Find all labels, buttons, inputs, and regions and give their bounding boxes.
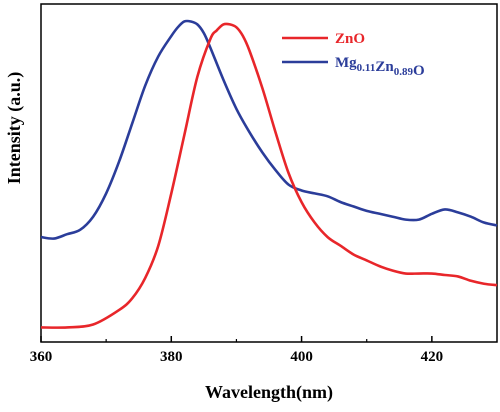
x-tick-label: 420 [421, 349, 444, 365]
series-lines [40, 19, 498, 329]
legend-label-part: Zn [375, 59, 394, 75]
legend-label: Mg0.11Zn0.89O [335, 55, 425, 79]
series-line-mgzno [40, 19, 498, 240]
legend-label-part: Mg [335, 55, 357, 71]
plot-frame [40, 3, 498, 343]
x-tick-label: 400 [290, 349, 313, 365]
series-line-zno [40, 22, 498, 329]
legend-label: ZnO [335, 31, 365, 47]
legend-label-subscript: 0.11 [357, 62, 376, 74]
x-axis-title: Wavelength(nm) [205, 382, 333, 403]
x-tick-label: 380 [160, 349, 183, 365]
legend-label-subscript: 0.89 [394, 66, 414, 78]
x-tick-label: 360 [30, 349, 53, 365]
x-axis-ticks: 360 380 400 420 [30, 336, 443, 365]
y-axis-title: Intensity (a.u.) [4, 72, 25, 185]
legend-label-part: O [413, 63, 425, 79]
legend-label-part: ZnO [335, 31, 365, 47]
